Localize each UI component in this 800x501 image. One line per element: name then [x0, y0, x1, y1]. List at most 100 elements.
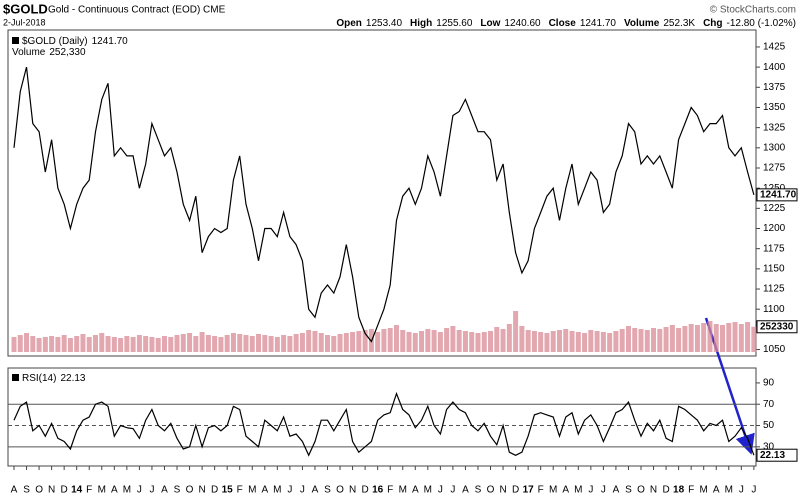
y-tick-label: 1175	[763, 243, 785, 254]
price-last-label-box	[756, 188, 798, 202]
volume-bar	[444, 328, 450, 352]
y-tick-label: 1400	[763, 62, 786, 73]
x-tick-label: J	[149, 485, 154, 496]
volume-last-label: 252330	[760, 321, 794, 332]
x-tick-label: O	[336, 485, 344, 496]
x-tick-label: A	[312, 485, 319, 496]
y-tick-label: 30	[763, 441, 775, 452]
x-tick-label: J	[601, 485, 606, 496]
volume-bar	[49, 336, 55, 352]
quote: Open 1253.40 High 1255.60 Low 1240.60 Close 124…	[336, 18, 796, 29]
y-tick-label: 1375	[763, 82, 786, 93]
volume-bar	[268, 336, 274, 352]
x-tick-label: N	[48, 485, 55, 496]
x-tick-label: M	[574, 485, 582, 496]
volume-bar	[625, 326, 631, 352]
volume-bar	[619, 329, 625, 352]
volume-bar	[42, 337, 48, 352]
y-tick-label: 1100	[763, 304, 785, 315]
y-tick-label: 1125	[763, 284, 785, 295]
x-tick-label: F	[237, 485, 243, 496]
x-tick-label: O	[35, 485, 43, 496]
volume-bar	[325, 335, 330, 352]
volume-bar	[375, 332, 381, 352]
volume-bar	[299, 333, 305, 352]
volume-bar	[751, 326, 757, 352]
quote-key: Chg	[703, 18, 722, 29]
volume-bar	[143, 336, 149, 352]
volume-bar	[67, 338, 73, 352]
volume-bar	[130, 337, 136, 352]
legend-name: Volume	[12, 47, 46, 58]
volume-bar	[111, 337, 117, 352]
volume-bar	[212, 336, 218, 352]
quote-value: -12.80 (-1.02%)	[727, 18, 796, 29]
legend-name: RSI(14)	[22, 373, 56, 384]
x-tick-label: S	[324, 485, 331, 496]
x-tick-label: F	[86, 485, 92, 496]
volume-bar	[494, 327, 500, 352]
volume-bar	[475, 333, 481, 352]
x-tick-label: J	[450, 485, 455, 496]
volume-bar	[462, 331, 468, 352]
volume-bar	[519, 326, 525, 352]
volume-bar	[193, 336, 199, 352]
volume-bar	[187, 333, 193, 352]
volume-bar	[168, 337, 174, 352]
x-tick-label: O	[487, 485, 495, 496]
volume-bar	[318, 333, 324, 352]
y-tick-label: 1275	[763, 163, 786, 174]
y-tick-label: 70	[763, 399, 775, 410]
x-tick-label: A	[562, 485, 569, 496]
legend-label: Volume 252,330	[12, 47, 86, 58]
volume-bar	[569, 331, 575, 352]
volume-bar	[74, 336, 80, 352]
y-tick-label: 1300	[763, 142, 786, 153]
volume-bar	[17, 335, 23, 352]
y-tick-label: 1200	[763, 223, 786, 234]
x-tick-label: S	[174, 485, 181, 496]
legend-label: $GOLD (Daily) 1241.70	[22, 36, 128, 47]
x-tick-label: D	[662, 485, 669, 496]
x-tick-label: J	[739, 485, 744, 496]
credit: © StockCharts.com	[710, 5, 796, 16]
volume-bar	[607, 333, 613, 352]
volume-bar	[55, 337, 61, 352]
price-panel	[7, 29, 757, 357]
volume-bar	[118, 338, 124, 352]
legend-value: 252,330	[49, 47, 86, 58]
quote-value: 1241.70	[580, 18, 617, 29]
volume-bar	[93, 335, 99, 352]
volume-bar	[274, 337, 280, 352]
volume-bar	[149, 337, 155, 352]
volume-bar	[732, 322, 738, 352]
x-tick-label: D	[211, 485, 218, 496]
volume-bar	[669, 325, 675, 352]
x-tick-label: A	[713, 485, 720, 496]
volume-bar	[362, 330, 368, 352]
legend-name: $GOLD (Daily)	[22, 36, 88, 47]
quote-value: 1255.60	[436, 18, 473, 29]
x-tick-label: S	[625, 485, 632, 496]
volume-bar	[218, 337, 224, 352]
volume-bar	[600, 332, 606, 352]
volume-bar	[707, 321, 713, 352]
volume-bar	[180, 334, 186, 352]
volume-bar	[701, 323, 707, 352]
x-tick-label: A	[161, 485, 168, 496]
x-tick-label: S	[23, 485, 30, 496]
volume-bar	[632, 328, 638, 352]
volume-bar	[738, 324, 744, 352]
volume-bar	[24, 333, 30, 352]
volume-bar	[575, 332, 581, 352]
x-tick-label: N	[198, 485, 205, 496]
volume-bar	[249, 336, 255, 352]
x-tick-label: M	[399, 485, 407, 496]
volume-bar	[419, 331, 425, 352]
x-tick-label: J	[438, 485, 443, 496]
volume-bar	[437, 332, 443, 352]
x-tick-label: M	[248, 485, 256, 496]
volume-bar	[161, 336, 167, 352]
y-tick-label: 1225	[763, 203, 786, 214]
rsi-line	[13, 391, 755, 457]
